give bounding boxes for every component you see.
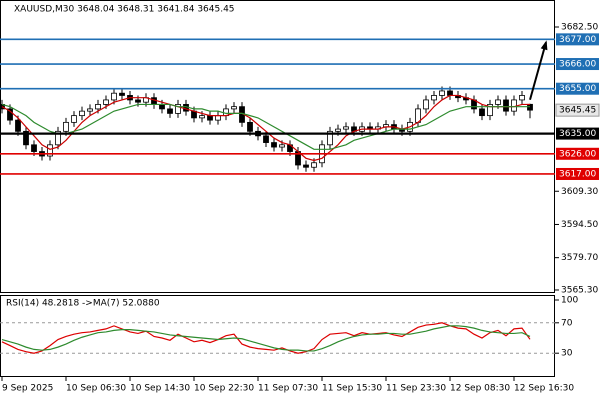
- main-frame: [0, 0, 555, 293]
- level-label: 3666.00: [559, 60, 596, 70]
- arrow: [529, 42, 547, 100]
- y-tick-label: 3565.30: [561, 285, 598, 295]
- candle-body: [431, 95, 437, 101]
- candle-body: [71, 115, 77, 123]
- candle-body: [31, 144, 37, 152]
- level-label-box: [556, 58, 599, 71]
- x-tick-label: 11 Sep 07:30: [258, 384, 318, 394]
- x-tick-label: 11 Sep 15:30: [322, 384, 382, 394]
- candle-body: [335, 128, 341, 132]
- candle-body: [247, 121, 253, 132]
- candle-body: [215, 115, 221, 121]
- y-tick-label: 70: [561, 318, 573, 328]
- candle-body: [327, 130, 333, 146]
- candle-body: [479, 108, 485, 117]
- x-tick-label: 10 Sep 06:30: [66, 384, 126, 394]
- arrow-head: [540, 40, 548, 51]
- candle-body: [423, 99, 429, 110]
- candle-body: [95, 104, 101, 110]
- candle-body: [503, 99, 509, 112]
- candle-body: [167, 108, 173, 114]
- candle-body: [511, 99, 517, 112]
- candle-body: [47, 144, 53, 157]
- candle-body: [199, 115, 205, 119]
- candle-body: [175, 104, 181, 114]
- candle-body: [439, 90, 445, 96]
- y-tick-label: 30: [561, 349, 573, 359]
- x-tick-label: 10 Sep 22:30: [194, 384, 254, 394]
- y-tick-label: 100: [561, 296, 578, 306]
- level-label-box: [556, 167, 599, 180]
- level-label-box: [556, 33, 599, 46]
- candle-body: [447, 90, 453, 96]
- level-label: 3635.00: [559, 129, 596, 139]
- rsi-title: RSI(14) 48.2818 ->MA(7) 52.0880: [6, 299, 160, 309]
- candle-body: [151, 97, 157, 105]
- y-tick-label: 3682.50: [561, 23, 598, 33]
- level-label-box: [556, 147, 599, 160]
- candle-body: [7, 108, 13, 121]
- candle-body: [207, 115, 213, 121]
- price-label: 3645.45: [559, 106, 596, 116]
- candle-body: [159, 104, 165, 110]
- y-tick-label: 3609.30: [561, 187, 598, 197]
- rsi-line: [1, 325, 531, 352]
- x-tick-label: 10 Sep 14:30: [130, 384, 190, 394]
- candle-body: [111, 92, 117, 101]
- candle-body: [63, 121, 69, 132]
- x-tick-label: 11 Sep 23:30: [386, 384, 446, 394]
- moving-average: [1, 103, 530, 150]
- candle-body: [87, 108, 93, 112]
- candle-body: [119, 92, 125, 96]
- candle-body: [183, 104, 189, 112]
- level-label-box: [556, 82, 599, 95]
- candle-body: [519, 95, 525, 101]
- chart-title: XAUUSD,M30 3648.04 3648.31 3641.84 3645.…: [14, 5, 235, 15]
- x-tick-label: 12 Sep 08:30: [450, 384, 510, 394]
- candle-body: [343, 126, 349, 130]
- candle-body: [263, 135, 269, 143]
- level-label: 3617.00: [559, 169, 596, 179]
- level-label: 3655.00: [559, 84, 596, 94]
- level-label: 3677.00: [559, 35, 596, 45]
- rsi-line: [1, 322, 531, 354]
- candle-body: [495, 99, 501, 105]
- candle-body: [487, 104, 493, 117]
- x-tick-label: 9 Sep 2025: [2, 384, 53, 394]
- level-label-box: [556, 127, 599, 140]
- candle-body: [231, 106, 237, 110]
- rsi-frame: [0, 295, 555, 377]
- candle-body: [79, 110, 85, 117]
- candle-body: [303, 164, 309, 168]
- y-tick-label: 3579.70: [561, 253, 598, 263]
- candle-body: [279, 144, 285, 148]
- candle-body: [311, 162, 317, 168]
- moving-average: [1, 94, 530, 162]
- level-label: 3626.00: [559, 149, 596, 159]
- candle-body: [103, 99, 109, 105]
- candle-body: [271, 142, 277, 148]
- candle-body: [15, 119, 21, 132]
- x-tick-label: 12 Sep 16:30: [514, 384, 574, 394]
- price-label-box: [555, 103, 600, 117]
- candle-body: [23, 130, 29, 146]
- candle-body: [135, 99, 141, 103]
- candle-body: [55, 130, 61, 146]
- y-tick-label: 3594.50: [561, 220, 598, 230]
